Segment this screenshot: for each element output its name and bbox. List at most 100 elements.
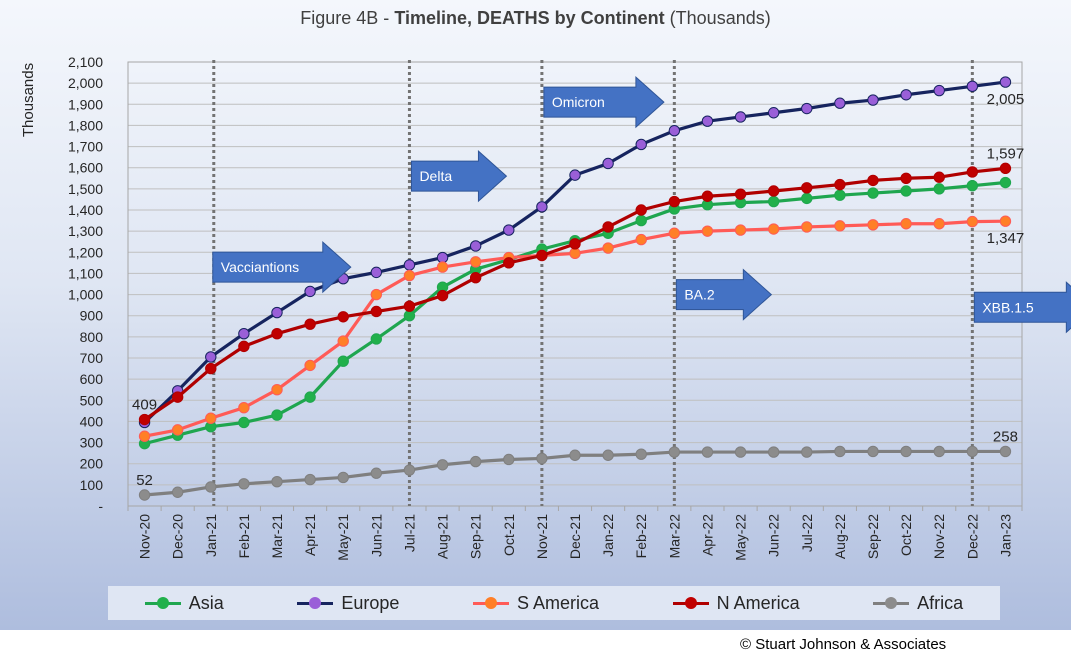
data-point [767,185,780,197]
data-point [238,416,250,429]
x-tick-label: Jul-22 [799,514,815,552]
x-tick-label: May-22 [733,514,749,561]
data-point [238,478,250,490]
data-point [701,190,714,202]
data-point [966,445,979,458]
data-point [668,227,681,239]
x-tick-label: Jan-22 [600,514,616,557]
event-arrow: BA.2 [675,268,773,321]
data-point [900,445,912,458]
data-point [238,340,250,353]
data-point [668,195,681,208]
event-label: BA.2 [684,287,715,303]
data-point [503,453,515,466]
data-point [834,178,846,191]
data-point [536,201,548,213]
data-point [999,215,1012,227]
y-tick-label: 700 [80,350,104,366]
data-point [767,107,780,119]
data-label: 409 [132,397,157,414]
data-point [569,449,581,461]
data-point [271,384,283,396]
data-point [867,187,879,199]
data-point [469,240,482,252]
legend-item-europe: Europe [297,593,399,614]
data-point [867,174,879,187]
legend-swatch [873,596,910,610]
data-point [801,192,813,205]
data-point [867,219,879,231]
x-tick-label: Dec-22 [964,514,980,559]
data-point [271,409,283,421]
data-point [701,225,714,237]
series-n-america [138,162,1012,426]
event-label: Omicron [552,94,605,110]
legend-label: Asia [188,592,224,613]
y-tick-label: 200 [80,456,104,472]
y-tick-label: 100 [80,477,104,493]
data-point [337,311,349,323]
data-point [271,306,283,319]
data-point [238,327,250,340]
data-point [205,362,217,375]
data-point [403,310,416,322]
data-point [138,489,151,501]
y-tick-label: 1,800 [68,117,103,133]
x-tick-label: Oct-21 [501,514,517,556]
data-point [933,218,945,230]
data-point [436,251,449,264]
x-tick-label: Aug-21 [435,514,451,559]
data-point [205,481,217,493]
data-point [999,162,1012,175]
data-point [999,176,1012,189]
data-point [337,335,349,347]
data-point [205,351,217,363]
y-tick-label: 1,100 [68,265,103,281]
y-tick-label: 800 [80,329,104,345]
data-point [966,179,979,192]
y-tick-label: 400 [80,413,104,429]
data-point [635,448,647,460]
data-point [900,172,912,184]
legend-item-s-america: S America [472,593,599,614]
arrow-shape [543,76,665,129]
line-chart: - 100 200 300 400 500 600 700 800 900 1,000 1,100 1,… [20,54,1071,561]
data-point [635,204,647,216]
legend-label: Europe [341,592,400,613]
y-tick-label: 1,300 [68,223,103,239]
data-point [734,111,747,123]
data-point [867,445,879,458]
data-point [966,166,979,178]
y-tick-label: 1,000 [68,287,103,303]
x-tick-label: Mar-22 [666,514,682,559]
data-point [635,138,647,151]
legend-label: N America [716,592,800,613]
data-point [469,455,482,468]
data-point [734,446,747,458]
data-point [569,169,581,181]
data-point [304,473,316,486]
event-label: XBB.1.5 [982,299,1034,315]
data-point [701,446,714,458]
data-point [304,391,316,403]
chart-frame [0,0,1071,630]
data-label: 1,597 [987,145,1025,162]
event-arrow: Delta [410,150,508,203]
data-point [834,220,846,232]
data-point [469,256,482,268]
x-tick-label: Nov-21 [534,514,550,559]
data-point [271,327,283,340]
data-point [966,215,979,228]
data-point [171,391,184,403]
data-label: 52 [136,472,153,489]
data-point [668,125,681,137]
data-point [966,80,979,93]
data-point [900,89,912,101]
data-point [205,412,217,424]
data-point [933,183,945,195]
plot-area [127,61,1023,507]
y-axis-label: Thousands [20,63,37,137]
x-tick-label: Jan-23 [997,514,1013,557]
data-point [138,413,151,426]
data-point [801,182,813,194]
